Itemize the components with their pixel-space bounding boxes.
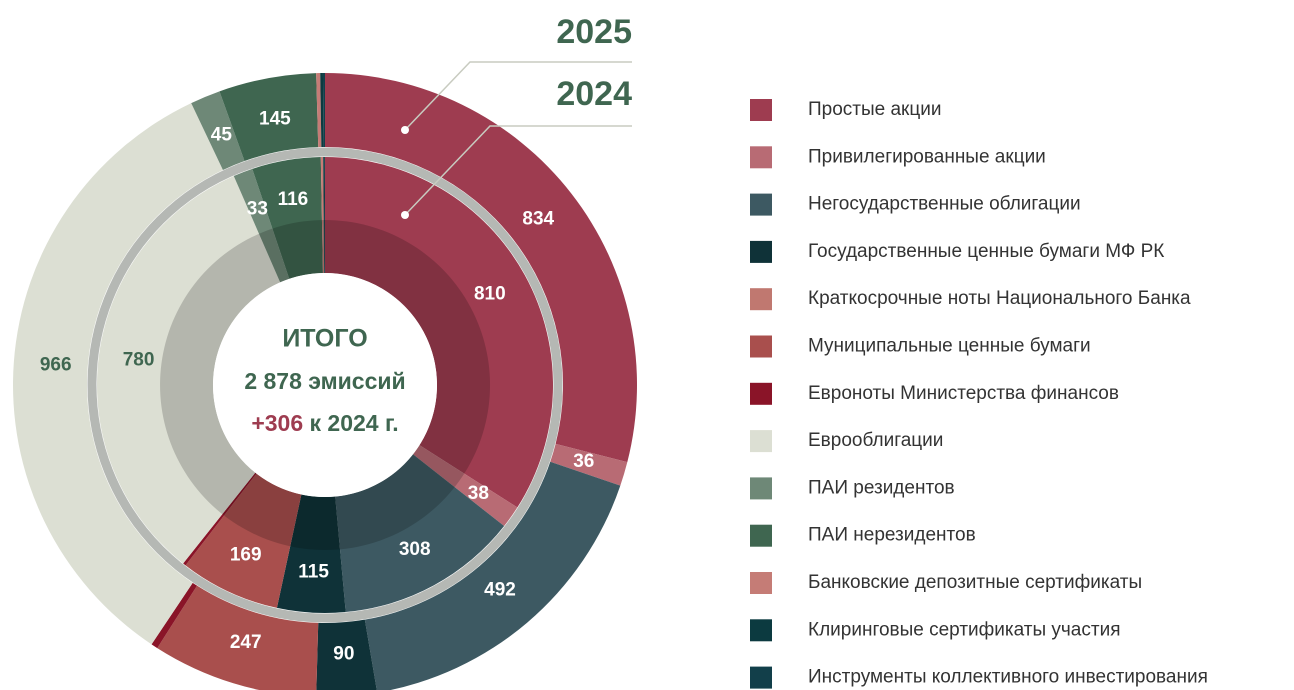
- segment: [183, 472, 257, 566]
- segment: [325, 73, 637, 463]
- segment: [323, 157, 325, 274]
- data-label: 780: [123, 350, 155, 371]
- segment: [322, 73, 325, 148]
- inner-shade: [160, 220, 491, 550]
- legend-swatch: [750, 240, 772, 263]
- segment: [151, 582, 198, 649]
- legend-label: ПАИ нерезидентов: [808, 525, 976, 546]
- ring-label: 2024: [556, 75, 632, 113]
- legend-label: Клиринговые сертификаты участия: [808, 619, 1120, 640]
- segment: [276, 494, 346, 613]
- segment: [320, 73, 324, 148]
- legend-label: Краткосрочные ноты Национального Банка: [808, 288, 1191, 309]
- data-label: 492: [484, 580, 516, 601]
- legend-swatch: [750, 193, 772, 216]
- segment: [325, 157, 553, 508]
- legend-swatch: [750, 335, 772, 358]
- legend-label: Государственные ценные бумаги МФ РК: [808, 241, 1164, 262]
- legend-label: Еврооблигации: [808, 430, 943, 451]
- ring-separator: [87, 147, 563, 623]
- data-label: 115: [298, 562, 329, 583]
- segment: [219, 73, 319, 162]
- data-label: 966: [40, 354, 72, 375]
- leader-line: [404, 61, 632, 131]
- legend-swatch: [750, 146, 772, 169]
- segment: [185, 473, 302, 608]
- center-change: +306 к 2024 г.: [251, 410, 398, 436]
- segment: [157, 585, 319, 690]
- change-suffix: к 2024 г.: [310, 410, 399, 436]
- leader-line: [404, 125, 632, 216]
- legend-swatch: [750, 382, 772, 405]
- segment: [364, 461, 621, 690]
- leader-dot: [401, 211, 409, 219]
- data-label: 36: [573, 451, 594, 472]
- legend-label: Евроноты Министерства финансов: [808, 383, 1119, 404]
- data-label: 834: [522, 208, 554, 229]
- legend-swatch: [750, 524, 772, 547]
- legend-label: Банковские депозитные сертификаты: [808, 572, 1142, 593]
- segment: [550, 443, 628, 486]
- donut: 834 36 492 90 247 966 45 145 810 38 308 115 169 780 33…: [12, 73, 637, 690]
- segment: [252, 157, 323, 279]
- data-label: 145: [259, 109, 291, 130]
- data-label: 169: [230, 544, 262, 565]
- center-total: 2 878 эмиссий: [244, 368, 405, 394]
- ring-label: 2025: [556, 13, 632, 51]
- center-title: ИТОГО: [282, 325, 367, 353]
- segment: [324, 157, 325, 274]
- legend-label: ПАИ резидентов: [808, 477, 955, 498]
- leader-dot: [401, 126, 409, 134]
- legend-swatch: [750, 99, 772, 121]
- legend-swatch: [750, 666, 772, 689]
- segment: [335, 454, 505, 613]
- data-label: 810: [474, 284, 506, 305]
- legend-label: Негосударственные облигации: [808, 194, 1081, 215]
- segment: [233, 168, 290, 283]
- segment: [320, 157, 325, 274]
- segment: [12, 103, 223, 645]
- legend-swatch: [750, 619, 772, 642]
- data-label: 38: [468, 483, 489, 504]
- legend-label: Инструменты коллективного инвестирования: [808, 667, 1208, 688]
- data-label: 45: [211, 125, 233, 146]
- data-label: 308: [399, 539, 431, 560]
- segment: [191, 91, 245, 170]
- change-value: +306: [251, 410, 303, 436]
- legend-swatch: [750, 288, 772, 311]
- data-label: 33: [247, 199, 268, 220]
- segment: [96, 176, 281, 564]
- segment: [316, 619, 377, 690]
- segment: [412, 445, 518, 527]
- data-label: 90: [333, 643, 354, 664]
- data-label: 116: [278, 189, 309, 210]
- legend-swatch: [750, 572, 772, 594]
- legend-label: Привилегированные акции: [808, 146, 1046, 167]
- segment: [316, 73, 322, 148]
- center-hole: [213, 273, 437, 497]
- legend-swatch: [750, 430, 772, 453]
- legend-label: Муниципальные ценные бумаги: [808, 336, 1091, 357]
- legend-swatch: [750, 477, 772, 500]
- legend-label: Простые акции: [808, 99, 941, 120]
- data-label: 247: [230, 632, 262, 653]
